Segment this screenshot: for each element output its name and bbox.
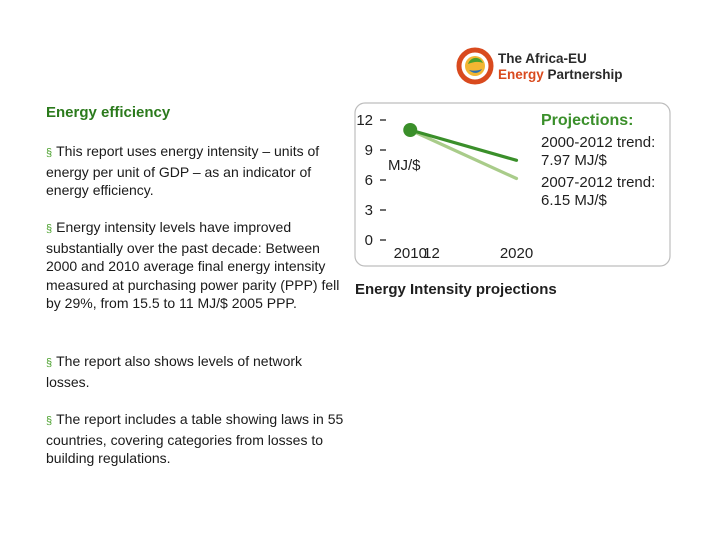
bullet-mark-icon: § bbox=[46, 415, 53, 427]
chart-caption: Energy Intensity projections bbox=[355, 281, 557, 298]
y-tick-label-12: 12 bbox=[356, 112, 373, 129]
y-tick-label-0: 0 bbox=[365, 232, 373, 249]
x-tick-label-2010: 2010 bbox=[394, 245, 427, 262]
x-tick-label-12: 12 bbox=[423, 245, 440, 262]
bullet-text: This report uses energy intensity – unit… bbox=[46, 143, 320, 198]
logo-accent-word: Energy bbox=[498, 67, 544, 82]
y-tick-label-3: 3 bbox=[365, 202, 373, 219]
bullet-item: § The report includes a table showing law… bbox=[46, 410, 346, 468]
bullet-text: The report includes a table showing laws… bbox=[46, 411, 344, 466]
partnership-logo: The Africa-EU Energy Partnership bbox=[456, 46, 646, 88]
logo-rest-words: Partnership bbox=[543, 67, 623, 82]
bullet-mark-icon: § bbox=[46, 147, 53, 159]
y-axis-label: MJ/$ bbox=[388, 157, 421, 174]
series-line-1 bbox=[408, 128, 519, 162]
y-tick-label-6: 6 bbox=[365, 172, 373, 189]
start-point bbox=[403, 123, 418, 137]
series-line-2 bbox=[408, 128, 519, 181]
x-tick-label-2020: 2020 bbox=[500, 245, 533, 262]
bullet-text: The report also shows levels of network … bbox=[46, 353, 303, 390]
chart-frame bbox=[354, 102, 671, 267]
logo-emblem-icon bbox=[456, 47, 494, 85]
legend-label-1a: 2000-2012 trend: bbox=[541, 134, 655, 151]
bullet-mark-icon: § bbox=[46, 223, 53, 235]
bullet-mark-icon: § bbox=[46, 357, 53, 369]
bullet-text: Energy intensity levels have improved su… bbox=[46, 219, 340, 311]
legend-label-1b: 7.97 MJ/$ bbox=[541, 152, 608, 169]
legend-title: Projections: bbox=[541, 112, 633, 129]
logo-title-line1: The Africa-EU bbox=[498, 51, 587, 66]
bullet-item: § Energy intensity levels have improved s… bbox=[46, 218, 346, 313]
bullet-item: § The report also shows levels of network… bbox=[46, 352, 346, 391]
logo-title-line2: Energy Partnership bbox=[498, 67, 623, 82]
bullet-item: § This report uses energy intensity – uni… bbox=[46, 142, 346, 200]
legend-label-2b: 6.15 MJ/$ bbox=[541, 192, 608, 209]
y-tick-label-9: 9 bbox=[365, 142, 373, 159]
energy-intensity-chart: Projections: 2000-2012 trend: 7.97 MJ/$ … bbox=[354, 102, 671, 267]
section-title: Energy efficiency bbox=[46, 104, 171, 121]
legend-label-2a: 2007-2012 trend: bbox=[541, 174, 655, 191]
